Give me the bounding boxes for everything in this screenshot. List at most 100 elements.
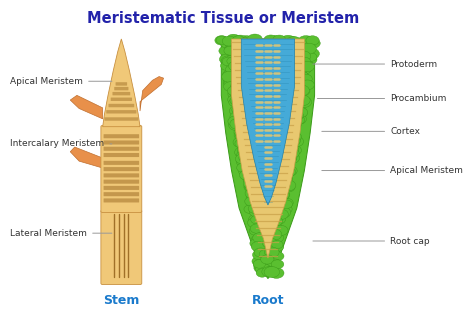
- Circle shape: [251, 235, 265, 245]
- Circle shape: [286, 36, 301, 47]
- Circle shape: [252, 197, 266, 207]
- Circle shape: [255, 106, 269, 116]
- FancyBboxPatch shape: [101, 125, 142, 212]
- Circle shape: [264, 200, 278, 210]
- Circle shape: [260, 248, 276, 260]
- FancyBboxPatch shape: [112, 92, 130, 95]
- Circle shape: [255, 55, 267, 63]
- Circle shape: [249, 60, 261, 69]
- Circle shape: [236, 156, 252, 167]
- Polygon shape: [140, 76, 164, 111]
- Circle shape: [242, 66, 253, 74]
- Circle shape: [278, 91, 291, 100]
- Circle shape: [296, 96, 311, 107]
- Circle shape: [238, 123, 252, 133]
- Circle shape: [264, 267, 278, 276]
- Circle shape: [248, 57, 261, 66]
- Circle shape: [261, 99, 276, 109]
- Circle shape: [265, 64, 280, 75]
- Text: Apical Meristem: Apical Meristem: [10, 77, 112, 86]
- Circle shape: [251, 65, 267, 76]
- Circle shape: [252, 170, 266, 180]
- Circle shape: [271, 79, 285, 90]
- Circle shape: [234, 105, 249, 115]
- Circle shape: [285, 40, 301, 51]
- Circle shape: [258, 252, 271, 262]
- Circle shape: [266, 204, 281, 214]
- Circle shape: [245, 181, 260, 192]
- Circle shape: [257, 217, 272, 228]
- Circle shape: [299, 74, 312, 83]
- FancyBboxPatch shape: [104, 179, 139, 184]
- Circle shape: [296, 38, 311, 48]
- Circle shape: [234, 119, 249, 130]
- Circle shape: [298, 57, 311, 66]
- Circle shape: [256, 207, 272, 218]
- Circle shape: [272, 61, 283, 70]
- Circle shape: [244, 205, 256, 213]
- Circle shape: [272, 64, 284, 72]
- Circle shape: [274, 166, 287, 174]
- Circle shape: [237, 110, 251, 120]
- Circle shape: [264, 267, 276, 276]
- Circle shape: [235, 154, 249, 164]
- Circle shape: [247, 60, 260, 70]
- Circle shape: [237, 71, 251, 81]
- Circle shape: [243, 150, 256, 160]
- Circle shape: [271, 252, 284, 261]
- Circle shape: [242, 75, 254, 83]
- Circle shape: [268, 170, 283, 180]
- Circle shape: [237, 117, 248, 125]
- Circle shape: [265, 150, 280, 160]
- Circle shape: [251, 157, 265, 167]
- FancyBboxPatch shape: [104, 173, 139, 177]
- Circle shape: [220, 61, 235, 71]
- Circle shape: [251, 241, 265, 252]
- Circle shape: [289, 88, 301, 96]
- Circle shape: [228, 86, 241, 96]
- Circle shape: [262, 267, 276, 277]
- Circle shape: [241, 45, 255, 55]
- Circle shape: [289, 137, 304, 147]
- Circle shape: [239, 94, 255, 105]
- Circle shape: [234, 82, 247, 92]
- Circle shape: [256, 269, 268, 277]
- Circle shape: [255, 54, 269, 64]
- Circle shape: [245, 109, 256, 117]
- Circle shape: [261, 94, 274, 104]
- Text: Meristematic Tissue or Meristem: Meristematic Tissue or Meristem: [87, 11, 360, 26]
- Circle shape: [256, 211, 273, 222]
- Circle shape: [253, 233, 267, 243]
- Circle shape: [257, 39, 271, 49]
- Circle shape: [286, 71, 299, 80]
- Circle shape: [262, 112, 274, 121]
- Circle shape: [276, 103, 288, 112]
- Circle shape: [247, 171, 259, 180]
- Circle shape: [285, 106, 301, 118]
- Circle shape: [268, 259, 282, 269]
- Circle shape: [270, 45, 285, 56]
- Circle shape: [263, 233, 276, 242]
- Circle shape: [225, 69, 239, 79]
- Circle shape: [244, 182, 258, 192]
- Polygon shape: [70, 147, 103, 168]
- Circle shape: [276, 72, 291, 83]
- Circle shape: [276, 172, 291, 182]
- Circle shape: [238, 88, 250, 96]
- Circle shape: [273, 155, 289, 166]
- Circle shape: [280, 198, 293, 207]
- Circle shape: [270, 45, 285, 56]
- Circle shape: [304, 52, 317, 62]
- Circle shape: [255, 139, 267, 148]
- Circle shape: [267, 222, 282, 233]
- Circle shape: [264, 206, 277, 216]
- Circle shape: [273, 179, 285, 188]
- Circle shape: [241, 129, 256, 140]
- Circle shape: [259, 188, 274, 198]
- Circle shape: [236, 69, 251, 79]
- Circle shape: [250, 163, 264, 173]
- Text: Apical Meristem: Apical Meristem: [322, 166, 463, 175]
- Circle shape: [288, 106, 301, 116]
- Text: Lateral Meristem: Lateral Meristem: [10, 229, 112, 238]
- Circle shape: [278, 40, 292, 49]
